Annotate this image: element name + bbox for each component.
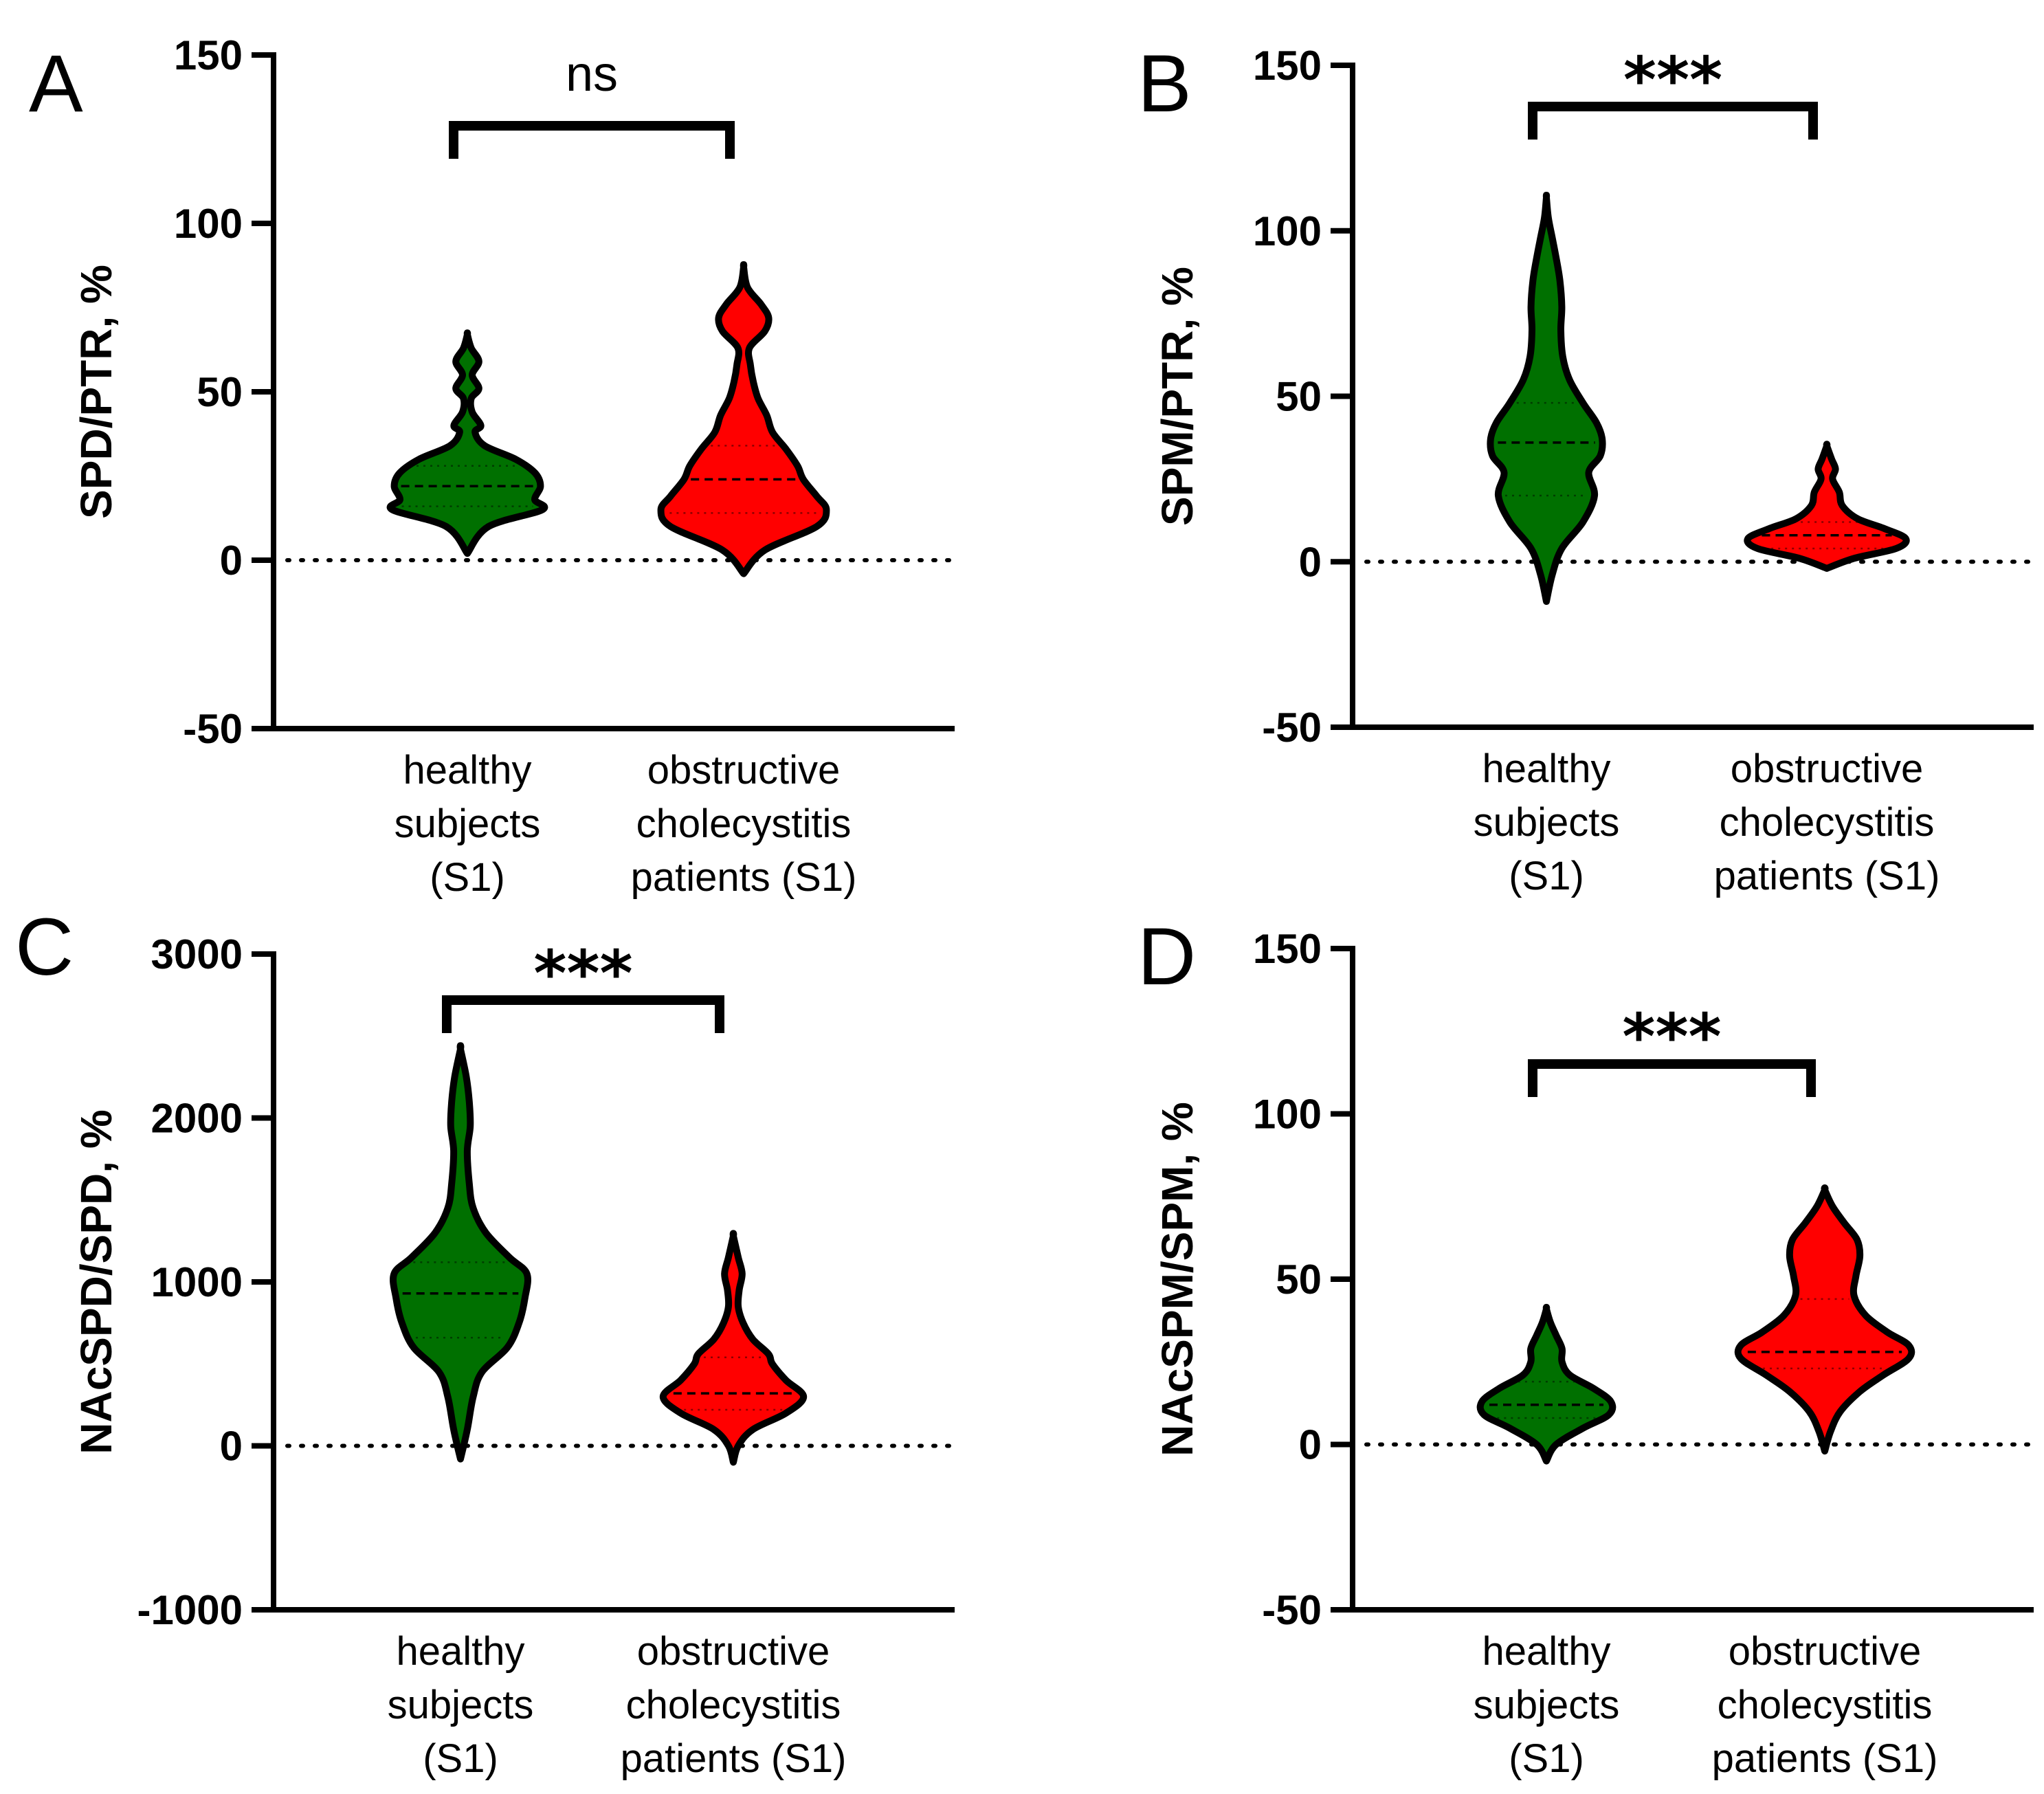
y-tick-label: 150 xyxy=(1253,926,1322,972)
significance-bracket xyxy=(449,121,735,159)
x-category-label: obstructive cholecystitis patients (S1) xyxy=(621,1629,847,1781)
panel-letter: A xyxy=(29,38,83,129)
violin-healthy xyxy=(390,1042,531,1463)
x-category-line: healthy xyxy=(396,1629,524,1674)
x-category-label: healthy subjects (S1) xyxy=(1474,1629,1620,1781)
y-axis-label: NAcSPM/SPM, % xyxy=(1153,1102,1202,1457)
y-tick-label: 0 xyxy=(1299,539,1322,585)
y-tick-label: 50 xyxy=(197,369,243,415)
x-category-line: (S1) xyxy=(1509,1736,1584,1781)
x-category-line: cholecystitis xyxy=(1720,800,1935,845)
x-category-line: cholecystitis xyxy=(1718,1683,1933,1727)
y-axis-label: SPM/PTR, % xyxy=(1153,267,1202,526)
x-category-label: healthy subjects (S1) xyxy=(1474,746,1620,898)
violin-healthy xyxy=(1487,192,1606,605)
x-category-line: healthy xyxy=(403,748,531,793)
panel-d: D NAcSPM/SPM, % healthy subjects (S1) obstruc… xyxy=(1137,911,2034,1781)
y-tick-label: 100 xyxy=(1253,1092,1322,1138)
x-category-label: obstructive cholecystitis patients (S1) xyxy=(1712,1629,1938,1781)
y-tick-label: 100 xyxy=(174,201,243,247)
x-category-line: cholecystitis xyxy=(636,801,852,846)
x-category-line: healthy xyxy=(1482,1629,1610,1674)
x-category-line: subjects xyxy=(388,1683,534,1727)
violin-patients xyxy=(1744,441,1910,572)
violin-shape xyxy=(386,329,548,557)
x-category-line: healthy xyxy=(1482,746,1610,791)
x-category-line: subjects xyxy=(395,801,541,846)
x-category-line: patients (S1) xyxy=(621,1736,847,1781)
violin-healthy xyxy=(1476,1303,1617,1465)
violin-shape xyxy=(390,1042,531,1463)
x-category-line: subjects xyxy=(1474,800,1620,845)
violin-shape xyxy=(1734,1184,1915,1455)
y-tick-label: 2000 xyxy=(151,1096,243,1142)
x-category-line: (S1) xyxy=(430,855,505,900)
significance-label: ns xyxy=(566,47,618,102)
violin-healthy xyxy=(386,329,548,557)
y-tick-label: -50 xyxy=(1262,705,1322,751)
x-category-line: (S1) xyxy=(1509,854,1584,898)
x-category-label: healthy subjects (S1) xyxy=(388,1629,534,1781)
x-category-line: patients (S1) xyxy=(1714,854,1940,898)
significance-bracket xyxy=(1528,1059,1816,1097)
y-tick-label: 100 xyxy=(1253,208,1322,254)
y-tick-label: 150 xyxy=(1253,43,1322,89)
x-category-line: patients (S1) xyxy=(1712,1736,1938,1781)
y-axis-label: NAcSPD/SPD, % xyxy=(71,1109,121,1454)
panel-letter: C xyxy=(15,902,74,993)
violin-shape xyxy=(659,1230,808,1466)
y-tick-label: 3000 xyxy=(151,931,243,977)
significance-bracket xyxy=(442,995,724,1033)
y-tick-label: -50 xyxy=(183,706,243,752)
panel-letter: D xyxy=(1137,911,1196,1002)
x-category-line: obstructive xyxy=(1729,1629,1921,1674)
y-axis-label: SPD/PTR, % xyxy=(71,265,121,519)
y-tick-label: 0 xyxy=(220,538,243,584)
violin-patients xyxy=(659,1230,808,1466)
violin-patients xyxy=(1734,1184,1915,1455)
x-category-line: obstructive xyxy=(647,748,840,793)
x-category-line: obstructive xyxy=(1731,746,1923,791)
y-tick-label: 50 xyxy=(1276,374,1322,420)
significance-label: *** xyxy=(533,937,632,1010)
violin-shape xyxy=(1744,441,1910,572)
x-category-label: obstructive cholecystitis patients (S1) xyxy=(1714,746,1940,898)
x-category-line: cholecystitis xyxy=(626,1683,841,1727)
x-category-label: obstructive cholecystitis patients (S1) xyxy=(631,748,857,900)
violin-shape xyxy=(1487,192,1606,605)
panel-letter: B xyxy=(1137,38,1192,129)
y-tick-label: -1000 xyxy=(137,1587,243,1633)
violin-shape xyxy=(657,261,830,577)
x-category-line: obstructive xyxy=(637,1629,830,1674)
panel-c: C NAcSPD/SPD, % healthy subjects (S1) obstruc… xyxy=(15,902,955,1781)
y-tick-label: 0 xyxy=(220,1424,243,1470)
x-category-line: subjects xyxy=(1474,1683,1620,1727)
violin-shape xyxy=(1476,1303,1617,1465)
x-category-label: healthy subjects (S1) xyxy=(395,748,541,900)
panel-a: A SPD/PTR, % healthy subjects (S1) obstructiv… xyxy=(29,32,955,900)
x-category-line: patients (S1) xyxy=(631,855,857,900)
y-tick-label: 1000 xyxy=(151,1259,243,1305)
y-tick-label: 50 xyxy=(1276,1256,1322,1303)
significance-bracket xyxy=(1528,102,1818,140)
panel-b: B SPM/PTR, % healthy subjects (S1) obstructiv… xyxy=(1137,38,2034,898)
violin-patients xyxy=(657,261,830,577)
x-category-line: (S1) xyxy=(423,1736,498,1781)
y-tick-label: -50 xyxy=(1262,1587,1322,1633)
significance-label: *** xyxy=(1622,1000,1721,1074)
significance-label: *** xyxy=(1623,43,1722,117)
y-tick-label: 150 xyxy=(174,32,243,78)
y-tick-label: 0 xyxy=(1299,1422,1322,1468)
